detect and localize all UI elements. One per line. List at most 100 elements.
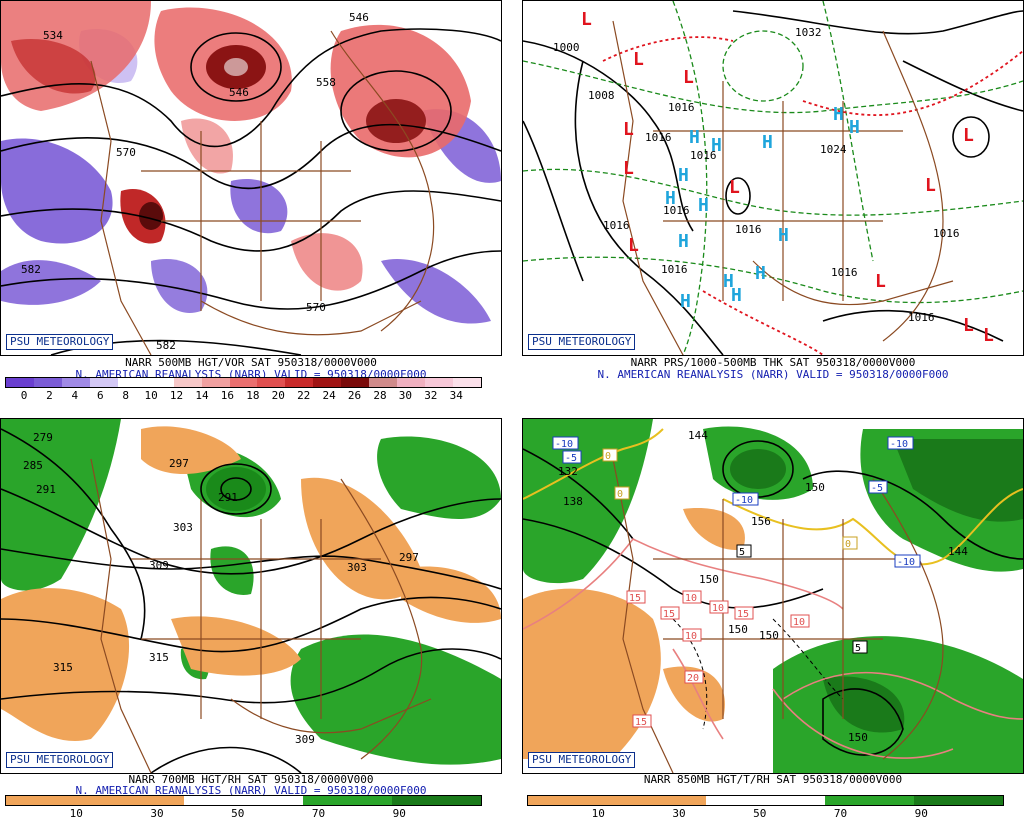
temperature-label-box [887,436,914,450]
high-pressure-icon: H [665,188,676,209]
colorbar-tick-label: 24 [322,389,336,402]
low-pressure-icon: L [633,49,644,70]
map-pressure: 1000 1032 1008 1016 1016 1016 1024 1016 … [522,0,1024,356]
caption-line-1: NARR 850MB HGT/T/RH SAT 950318/0000V000 [643,773,903,786]
colorbar-tick-label: 34 [449,389,463,402]
contour-label: 279 [33,431,53,444]
contour-label: 285 [23,459,43,472]
low-pressure-icon: L [581,9,592,30]
contour-label: 546 [349,11,369,24]
temperature-label: -10 [555,439,573,450]
colorbar-tick-label: 50 [231,807,245,820]
colorbar-tick-label: 70 [311,807,326,820]
colorbar-tick-label: 0 [20,389,28,402]
colorbar-tick-label: 26 [347,389,362,402]
colorbar-tick-label: 22 [297,389,311,402]
temperature-label: 10 [712,603,724,614]
temperature-label-box [562,450,582,464]
contour-label: 558 [316,76,336,89]
psu-meteorology-label: PSU METEOROLOGY [528,334,636,350]
temperature-label: 15 [629,593,641,604]
contour-label: 303 [173,521,193,534]
temperature-label-box [552,436,579,450]
isobar-label: 1016 [645,131,672,144]
contour-label: 582 [156,339,176,352]
panel-700mb-rh: 279 285 291 297 291 303 309 303 297 315 … [0,418,502,820]
high-pressure-icon: H [731,285,742,306]
low-pressure-icon: L [983,325,994,346]
low-pressure-icon: L [683,67,694,88]
colorbar-tick-label: 8 [122,389,130,402]
panel-850mb-temp-rh: 144 150 150 150 150 144 138 132 156 150 … [522,418,1024,820]
temperature-label-box [868,480,888,494]
low-pressure-icon: L [963,315,974,336]
temperature-label-box [894,554,921,568]
contour-label: 534 [43,29,63,42]
temperature-label-box [660,606,680,620]
colorbar-tick-label: 12 [169,389,184,402]
temperature-label: -10 [890,439,908,450]
colorbar-tick-label: 4 [71,389,79,402]
isobar-label: 1032 [795,26,822,39]
contour-label: 150 [728,623,748,636]
temperature-label: 15 [737,609,749,620]
high-pressure-icon: H [689,127,700,148]
temperature-label: 10 [685,631,697,642]
contour-label: 297 [399,551,419,564]
temperature-label-box [852,640,868,654]
colorbar-tick-label: 20 [271,389,285,402]
rh-colorbar [5,795,482,806]
isobar-label: 1016 [831,266,858,279]
colorbar-tick-label: 2 [46,389,53,402]
low-pressure-icon: L [963,125,974,146]
caption-line-2: N. AMERICAN REANALYSIS (NARR) VALID = 95… [75,784,427,797]
temperature-label: 5 [855,643,861,654]
temperature-label: 0 [845,539,851,550]
contour-label: 156 [751,515,771,528]
colorbar-tick-label: 10 [69,807,83,820]
contour-label: 570 [306,301,326,314]
map-500mb: 534 546 558 570 570 582 582 546 PSU METE… [0,0,502,356]
temperature-label-box [682,590,702,604]
contour-label: 309 [149,559,169,572]
contour-label: 303 [347,561,367,574]
low-pressure-icon: L [623,158,634,179]
colorbar-tick-label: 14 [195,389,209,402]
map-850mb: 144 150 150 150 150 144 138 132 156 150 … [522,418,1024,774]
temperature-label-box [614,486,630,500]
colorbar-tick-label: 10 [144,389,158,402]
high-pressure-icon: H [849,117,860,138]
isobar-label: 1016 [661,263,688,276]
contour-label: 150 [848,731,868,744]
colorbar-tick-label: 32 [424,389,438,402]
contour-label: 138 [563,495,583,508]
isobar-label: 1016 [908,311,935,324]
colorbar-tick-label: 30 [150,807,164,820]
colorbar-tick-label: 50 [753,807,767,820]
temperature-label: 0 [617,489,623,500]
high-pressure-icon: H [711,135,722,156]
psu-meteorology-label: PSU METEOROLOGY [528,752,636,768]
high-pressure-icon: H [723,271,734,292]
low-pressure-icon: L [729,177,740,198]
colorbar-tick-label: 10 [591,807,605,820]
colorbar-tick-label: 30 [398,389,413,402]
caption-line-1: NARR 700MB HGT/RH SAT 950318/0000V000 [128,773,374,786]
high-pressure-icon: H [778,225,789,246]
low-pressure-icon: L [925,175,936,196]
temperature-label: 10 [793,617,805,628]
pressure-map-graphic: 1000 1032 1008 1016 1016 1016 1024 1016 … [523,1,1023,355]
temperature-label-box [626,590,646,604]
isobar-label: 1016 [663,204,690,217]
colorbar-ticks: 0 2 4 6 8 10 12 14 16 18 20 22 24 26 28 30 32 34 [5,389,480,403]
temperature-label: -10 [735,495,753,506]
temperature-label-box [682,628,702,642]
contour-label: 297 [169,457,189,470]
contour-label: 291 [218,491,238,504]
temperature-label: 15 [635,717,647,728]
temperature-label-box [734,606,754,620]
contour-label: 291 [36,483,56,496]
contour-label: 309 [295,733,315,746]
high-pressure-icon: H [678,231,689,252]
panel-500mb-vorticity: 534 546 558 570 570 582 582 546 PSU METE… [0,0,502,410]
